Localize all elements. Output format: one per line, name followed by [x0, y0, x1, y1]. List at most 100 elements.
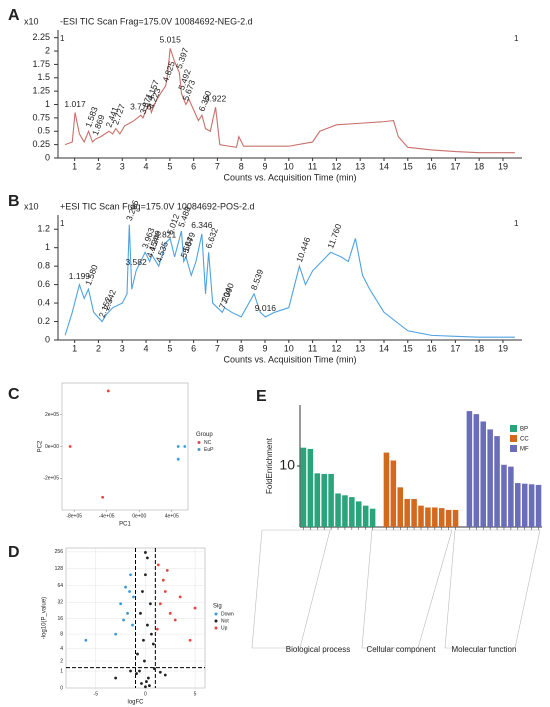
point: [163, 673, 167, 677]
x-axis-label: PC1: [119, 522, 131, 528]
bar: [383, 452, 390, 527]
point: [156, 563, 160, 567]
bar: [480, 421, 486, 527]
point: [145, 680, 148, 683]
legend-swatch: [214, 626, 218, 630]
y-tick-label: 0e+00: [45, 444, 59, 450]
legend-label: Up: [221, 625, 228, 631]
x-tick-label: 0e+00: [132, 513, 146, 519]
x-tick-label: 8: [239, 161, 244, 171]
point: [84, 638, 88, 642]
legend-label: MF: [520, 447, 529, 453]
bar: [369, 508, 376, 527]
point: [119, 602, 123, 606]
peak-label: 2.342: [101, 288, 118, 312]
point: [114, 676, 118, 680]
x-tick-label: 3: [120, 343, 125, 353]
point: [135, 672, 138, 675]
group-outline: [361, 529, 453, 649]
bar: [314, 473, 321, 527]
point: [131, 623, 134, 627]
legend-swatch: [510, 435, 517, 442]
x-tick-label: 2: [96, 343, 101, 353]
peak-label: 1.017: [64, 99, 86, 109]
point: [140, 682, 143, 685]
bar: [521, 483, 528, 527]
x-tick-label: 18: [474, 161, 484, 171]
x-tick-label: 15: [403, 161, 413, 171]
y-tick-label: 16: [57, 616, 63, 622]
bar: [418, 505, 424, 527]
x-tick-label: 13: [355, 161, 365, 171]
plot-frame: [61, 382, 189, 511]
x-tick-label: 19: [498, 161, 508, 171]
legend-swatch: [214, 612, 218, 616]
bar: [528, 484, 535, 527]
bar: [321, 473, 327, 527]
point: [161, 578, 165, 582]
x-tick-label: 9: [263, 343, 268, 353]
peak-label: 5.679: [181, 231, 198, 255]
y-tick-label: 8: [60, 631, 63, 637]
y-tick-label: 1: [60, 668, 63, 674]
bar: [328, 473, 334, 527]
trace: [64, 224, 515, 338]
peak-label: 4.821: [155, 229, 177, 239]
point: [138, 669, 141, 673]
point: [151, 642, 155, 646]
range-marker: 1: [60, 219, 65, 228]
trace: [64, 48, 515, 154]
point: [146, 556, 149, 560]
point: [132, 595, 135, 599]
group-label: Molecular function: [452, 645, 517, 654]
y-tick-label: 0.5: [37, 126, 50, 136]
y-tick-label: 0: [60, 685, 63, 691]
peak-label: 6.346: [191, 220, 213, 230]
x-tick-label: 10: [284, 343, 294, 353]
peak-label: 8.539: [249, 268, 266, 292]
x-tick-label: 12: [331, 161, 341, 171]
legend-swatch: [197, 448, 201, 451]
y-tick-label: 0: [45, 334, 50, 344]
chart-title: -ESI TIC Scan Frag=175.0V 10084692-NEG-2…: [60, 16, 253, 26]
bar: [501, 464, 507, 527]
x-tick-label: 3: [120, 161, 125, 171]
range-marker: 1: [60, 34, 65, 43]
range-marker: 1: [514, 34, 519, 43]
bar: [390, 460, 397, 527]
legend-label: EuP: [204, 447, 214, 453]
point: [152, 667, 156, 671]
x-tick-label: 15: [403, 343, 413, 353]
legend-title: Group: [196, 432, 213, 438]
bar: [335, 493, 341, 527]
y-tick-label: 2.25: [32, 32, 50, 42]
x-tick-label: 11: [308, 161, 317, 171]
legend-swatch: [197, 441, 201, 444]
bar: [515, 483, 521, 527]
bar: [342, 495, 348, 527]
point: [126, 611, 129, 615]
point: [142, 638, 145, 642]
y-tick-label: 0: [45, 152, 50, 162]
point: [149, 632, 153, 636]
y-tick-label: 10: [279, 457, 295, 473]
point: [165, 568, 169, 572]
y-tick-label: 0.2: [37, 316, 50, 326]
point: [68, 445, 72, 448]
point: [143, 659, 146, 663]
group-outline: [251, 529, 331, 649]
point: [168, 611, 172, 615]
legend-swatch: [510, 445, 517, 452]
x-tick-label: 14: [379, 343, 389, 353]
y-tick-label: 64: [57, 583, 63, 589]
y-tick-label: 0.4: [37, 297, 50, 307]
x-tick-label: -5: [94, 691, 99, 697]
point: [163, 590, 167, 593]
peak-label: 10.446: [294, 236, 312, 264]
y-tick-label: 1: [45, 242, 50, 252]
point: [155, 627, 159, 631]
point: [139, 611, 142, 615]
y-tick-label: 0.25: [32, 139, 50, 149]
legend-title: Sig: [213, 604, 222, 610]
